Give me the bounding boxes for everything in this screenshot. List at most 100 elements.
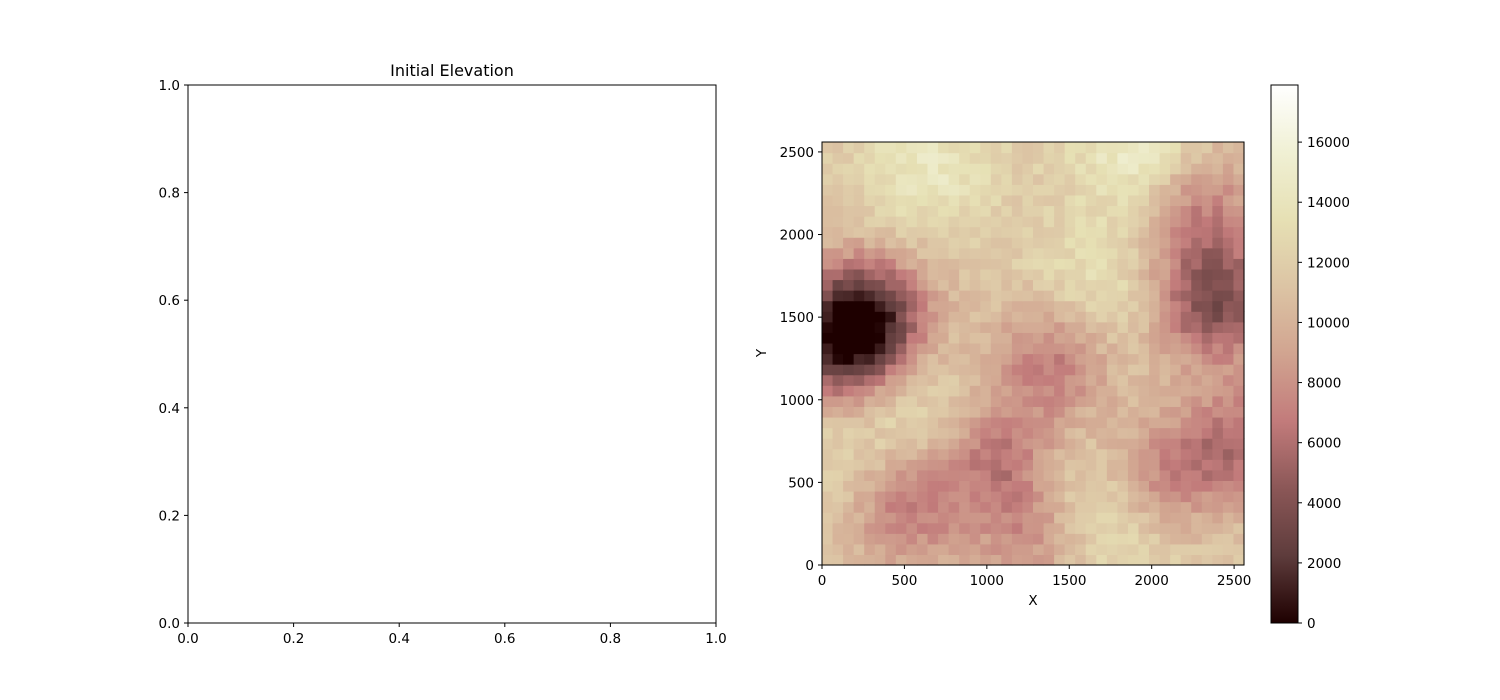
heatmap-cell xyxy=(980,374,992,386)
heatmap-cell xyxy=(1022,353,1034,365)
heatmap-cell xyxy=(959,226,971,238)
heatmap-cell xyxy=(1075,184,1087,196)
heatmap-cell xyxy=(1191,194,1203,207)
heatmap-cell xyxy=(1001,374,1013,386)
heatmap-cell xyxy=(1096,216,1108,228)
heatmap-cell xyxy=(938,332,950,344)
heatmap-cell xyxy=(1149,268,1161,281)
heatmap-cell xyxy=(1149,533,1161,545)
heatmap-cell xyxy=(1011,364,1024,376)
heatmap-cell xyxy=(948,490,960,503)
heatmap-cell xyxy=(969,268,981,281)
heatmap-cell xyxy=(1011,406,1024,418)
heatmap-cell xyxy=(1022,258,1034,270)
heatmap-cell xyxy=(1022,332,1034,344)
heatmap-cell xyxy=(1233,216,1245,228)
heatmap-cell xyxy=(980,427,992,439)
heatmap-cell xyxy=(1022,226,1034,238)
heatmap-cell xyxy=(1054,406,1066,418)
heatmap-cell xyxy=(1201,385,1213,397)
heatmap-cell xyxy=(1233,438,1245,450)
heatmap-cell xyxy=(1106,353,1118,365)
heatmap-cell xyxy=(927,332,939,344)
heatmap-cell xyxy=(874,163,886,175)
heatmap-cell xyxy=(874,364,886,376)
heatmap-cell xyxy=(1075,374,1087,386)
heatmap-cell xyxy=(1011,353,1024,365)
heatmap-cell xyxy=(959,279,971,291)
heatmap-cell xyxy=(980,194,992,207)
heatmap-cell xyxy=(1075,279,1087,291)
heatmap-cell xyxy=(1212,512,1224,524)
heatmap-cell xyxy=(864,258,876,270)
heatmap-cell xyxy=(874,469,886,481)
heatmap-cell xyxy=(1149,163,1161,175)
heatmap-cell xyxy=(1033,385,1045,397)
heatmap-cell xyxy=(927,142,939,154)
heatmap-cell xyxy=(1127,258,1140,270)
heatmap-cell xyxy=(1054,533,1066,545)
heatmap-cell xyxy=(1106,406,1118,418)
heatmap-cell xyxy=(1138,332,1150,344)
heatmap-cell xyxy=(916,268,929,281)
heatmap-cell xyxy=(1233,205,1245,217)
heatmap-cell xyxy=(1033,438,1045,450)
heatmap-cell xyxy=(1212,364,1224,376)
heatmap-cell xyxy=(990,522,1002,534)
heatmap-cell xyxy=(938,342,950,355)
heatmap-cell xyxy=(1233,406,1245,418)
heatmap-cell xyxy=(1212,459,1224,471)
heatmap-cell xyxy=(1138,448,1150,460)
heatmap-cell xyxy=(990,194,1002,207)
heatmap-cell xyxy=(916,226,929,238)
heatmap-cell xyxy=(1159,364,1171,376)
heatmap-cell xyxy=(959,163,971,175)
heatmap-cell xyxy=(1117,300,1129,312)
heatmap-cell xyxy=(1106,142,1118,154)
heatmap-cell xyxy=(874,395,886,407)
heatmap-cell xyxy=(959,385,971,397)
heatmap-cell xyxy=(1180,173,1192,185)
heatmap-cell xyxy=(1138,533,1150,545)
heatmap-cell xyxy=(1011,216,1024,228)
heatmap-cell xyxy=(822,163,834,175)
heatmap-cell xyxy=(853,279,865,291)
heatmap-cell xyxy=(832,374,844,386)
heatmap-cell xyxy=(1064,374,1076,386)
heatmap-cell xyxy=(1159,395,1171,407)
heatmap-cell xyxy=(1201,501,1213,513)
heatmap-cell xyxy=(1096,152,1108,164)
heatmap-cell xyxy=(1075,226,1087,238)
heatmap-cell xyxy=(1106,522,1118,534)
heatmap-cell xyxy=(1022,142,1034,154)
heatmap-cell xyxy=(1138,469,1150,481)
heatmap-cell xyxy=(1149,469,1161,481)
heatmap-cell xyxy=(1054,416,1066,429)
heatmap-cell xyxy=(1222,374,1235,386)
heatmap-cell xyxy=(864,490,876,503)
heatmap-cell xyxy=(1127,543,1140,556)
heatmap-cell xyxy=(853,438,865,450)
heatmap-cell xyxy=(906,279,918,291)
heatmap-cell xyxy=(1022,290,1034,302)
heatmap-cell xyxy=(1064,459,1076,471)
heatmap-cell xyxy=(822,448,834,460)
heatmap-cell xyxy=(1043,332,1055,344)
heatmap-cell xyxy=(1085,512,1097,524)
heatmap-cell xyxy=(1117,469,1129,481)
heatmap-cell xyxy=(1022,311,1034,323)
heatmap-cell xyxy=(1191,416,1203,429)
heatmap-cell xyxy=(1201,226,1213,238)
heatmap-cell xyxy=(1054,152,1066,164)
heatmap-cell xyxy=(1201,184,1213,196)
heatmap-cell xyxy=(1075,385,1087,397)
heatmap-cell xyxy=(990,459,1002,471)
heatmap-cell xyxy=(1138,374,1150,386)
heatmap-cell xyxy=(1011,501,1024,513)
heatmap-cell xyxy=(832,173,844,185)
heatmap-cell xyxy=(990,237,1002,249)
heatmap-cell xyxy=(1117,342,1129,355)
heatmap-cell xyxy=(1054,173,1066,185)
heatmap-cell xyxy=(980,216,992,228)
heatmap-cell xyxy=(1033,543,1045,556)
